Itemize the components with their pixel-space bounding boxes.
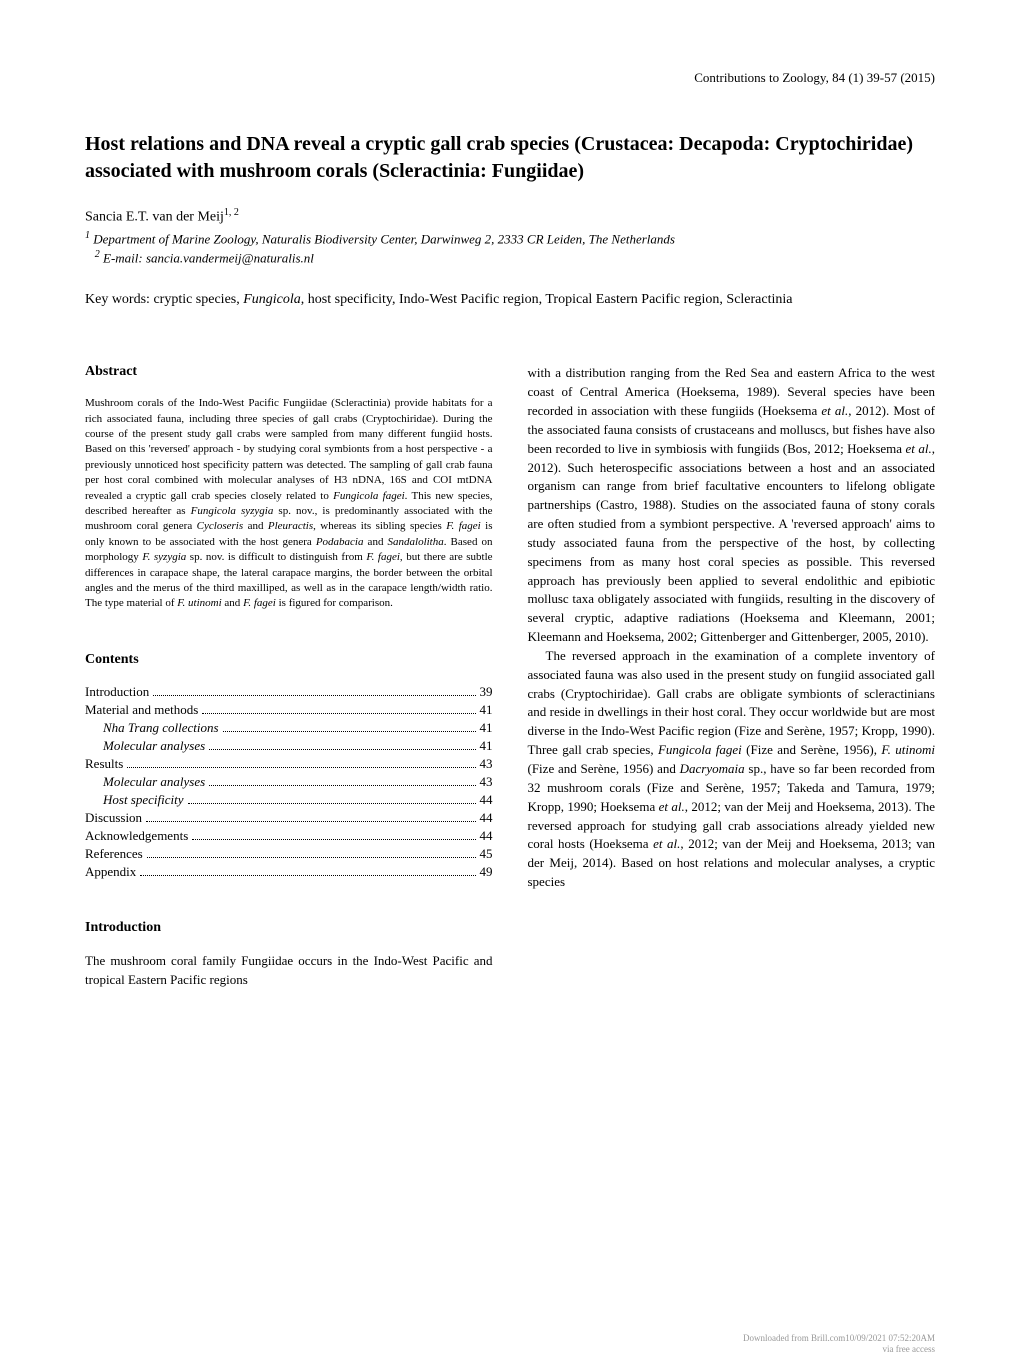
article-title: Host relations and DNA reveal a cryptic … xyxy=(85,131,935,185)
toc-page: 41 xyxy=(480,702,493,718)
toc-item: Introduction 39 xyxy=(85,684,493,700)
toc-label: References xyxy=(85,846,143,862)
left-column: Abstract Mushroom corals of the Indo-Wes… xyxy=(85,364,493,989)
toc-dots xyxy=(127,767,475,768)
toc-dots xyxy=(202,713,475,714)
affiliation-1: Department of Marine Zoology, Naturalis … xyxy=(90,231,675,246)
journal-pages: 39-57 xyxy=(867,70,897,85)
keywords: Key words: cryptic species, Fungicola, h… xyxy=(85,290,935,310)
toc-dots xyxy=(209,749,475,750)
right-column: with a distribution ranging from the Red… xyxy=(528,364,936,989)
toc-item: Molecular analyses 41 xyxy=(85,738,493,754)
toc-item: Host specificity 44 xyxy=(85,792,493,808)
toc-dots xyxy=(188,803,476,804)
table-of-contents: Introduction 39 Material and methods 41 … xyxy=(85,684,493,880)
toc-item: References 45 xyxy=(85,846,493,862)
toc-label: Appendix xyxy=(85,864,136,880)
journal-year: (2015) xyxy=(900,70,935,85)
toc-item: Discussion 44 xyxy=(85,810,493,826)
contents-heading: Contents xyxy=(85,652,493,668)
toc-page: 44 xyxy=(480,828,493,844)
toc-dots xyxy=(153,695,475,696)
toc-dots xyxy=(147,857,476,858)
toc-label: Discussion xyxy=(85,810,142,826)
toc-label: Molecular analyses xyxy=(85,774,205,790)
introduction-text-left: The mushroom coral family Fungiidae occu… xyxy=(85,952,493,990)
toc-page: 43 xyxy=(480,756,493,772)
introduction-text-right: with a distribution ranging from the Red… xyxy=(528,364,936,892)
toc-page: 43 xyxy=(480,774,493,790)
toc-item: Nha Trang collections 41 xyxy=(85,720,493,736)
journal-volume: 84 (1) xyxy=(832,70,863,85)
toc-label: Nha Trang collections xyxy=(85,720,219,736)
journal-name: Contributions to Zoology xyxy=(694,70,825,85)
toc-page: 44 xyxy=(480,810,493,826)
footer-line-2: via free access xyxy=(883,1344,935,1354)
toc-label: Results xyxy=(85,756,123,772)
page-footer: Downloaded from Brill.com10/09/2021 07:5… xyxy=(743,1333,935,1356)
toc-dots xyxy=(192,839,475,840)
toc-page: 41 xyxy=(480,720,493,736)
toc-dots xyxy=(146,821,475,822)
author-sup: 1, 2 xyxy=(224,207,239,218)
author-line: Sancia E.T. van der Meij1, 2 xyxy=(85,207,935,226)
abstract-text: Mushroom corals of the Indo-West Pacific… xyxy=(85,396,493,611)
keywords-label: Key words: xyxy=(85,292,153,307)
abstract-heading: Abstract xyxy=(85,364,493,380)
toc-page: 39 xyxy=(480,684,493,700)
toc-page: 44 xyxy=(480,792,493,808)
intro-para-left: The mushroom coral family Fungiidae occu… xyxy=(85,952,493,990)
footer-line-1: Downloaded from Brill.com10/09/2021 07:5… xyxy=(743,1333,935,1343)
toc-label: Acknowledgements xyxy=(85,828,188,844)
toc-dots xyxy=(209,785,475,786)
toc-dots xyxy=(140,875,475,876)
toc-item: Material and methods 41 xyxy=(85,702,493,718)
introduction-heading: Introduction xyxy=(85,920,493,936)
keywords-text-1: cryptic species, xyxy=(153,292,243,307)
author-name: Sancia E.T. van der Meij xyxy=(85,210,224,225)
toc-page: 45 xyxy=(480,846,493,862)
toc-label: Introduction xyxy=(85,684,149,700)
journal-header: Contributions to Zoology, 84 (1) 39-57 (… xyxy=(85,70,935,86)
toc-page: 49 xyxy=(480,864,493,880)
intro-para-right-2: The reversed approach in the examination… xyxy=(528,647,936,892)
two-column-layout: Abstract Mushroom corals of the Indo-Wes… xyxy=(85,364,935,989)
toc-item: Appendix 49 xyxy=(85,864,493,880)
toc-item: Results 43 xyxy=(85,756,493,772)
affiliation-2: E-mail: sancia.vandermeij@naturalis.nl xyxy=(100,251,314,266)
keywords-italic-1: Fungicola xyxy=(243,292,301,307)
affiliations: 1 Department of Marine Zoology, Naturali… xyxy=(85,229,935,268)
keywords-text-2: , host specificity, Indo-West Pacific re… xyxy=(301,292,793,307)
toc-item: Molecular analyses 43 xyxy=(85,774,493,790)
toc-dots xyxy=(223,731,476,732)
toc-label: Material and methods xyxy=(85,702,198,718)
toc-label: Host specificity xyxy=(85,792,184,808)
toc-item: Acknowledgements 44 xyxy=(85,828,493,844)
toc-label: Molecular analyses xyxy=(85,738,205,754)
toc-page: 41 xyxy=(480,738,493,754)
intro-para-right-1: with a distribution ranging from the Red… xyxy=(528,364,936,647)
